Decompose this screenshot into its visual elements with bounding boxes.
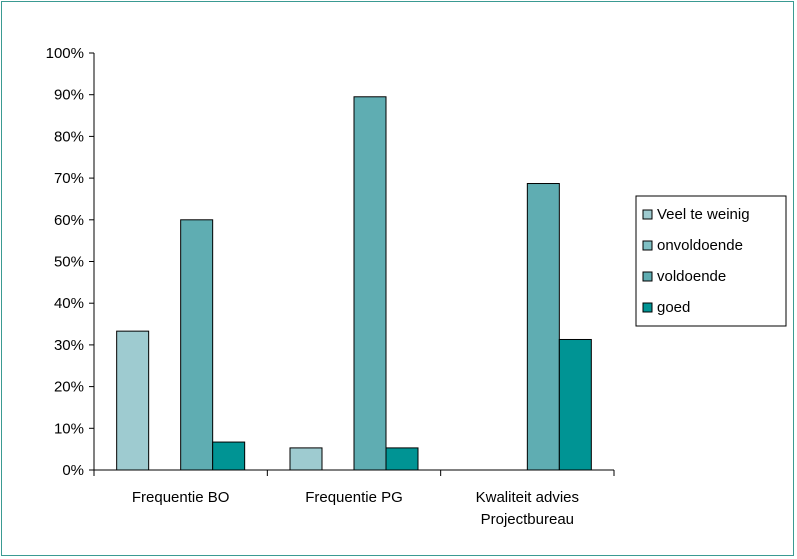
y-tick-label: 60% (54, 212, 84, 229)
y-tick-label: 30% (54, 337, 84, 354)
legend-box (635, 195, 787, 327)
y-tick-label: 50% (54, 254, 84, 271)
legend-label: Veel te weinig (657, 206, 750, 223)
y-tick-label: 70% (54, 170, 84, 187)
legend-label: goed (657, 299, 690, 316)
y-tick-label: 0% (62, 462, 84, 479)
bar-voldoende (353, 96, 387, 471)
bar-voldoende (526, 183, 560, 471)
x-category-label: Frequentie BO (132, 489, 230, 506)
legend-swatch (642, 209, 653, 220)
bar-goed (212, 441, 246, 471)
y-tick-label: 100% (46, 45, 84, 62)
chart-labels: 0% 10% 20% 30% 40% 50% 60% 70% 80% 90% 100% Frequen… (46, 45, 579, 528)
legend-swatch (642, 271, 653, 282)
y-tick-label: 40% (54, 295, 84, 312)
y-tick-label: 90% (54, 87, 84, 104)
y-tick-label: 20% (54, 379, 84, 396)
y-tick-label: 80% (54, 128, 84, 145)
bar-voldoende (180, 219, 214, 471)
chart-bars (116, 96, 592, 471)
x-category-label: Kwaliteit advies Projectbureau (476, 489, 579, 528)
legend-label: voldoende (657, 268, 726, 285)
x-category-label: Frequentie PG (305, 489, 403, 506)
bar-veel-te-weinig (289, 447, 323, 471)
y-tick-label: 10% (54, 420, 84, 437)
legend-label: onvoldoende (657, 237, 743, 254)
legend-swatch (642, 302, 653, 313)
legend-swatch (642, 240, 653, 251)
chart-legend: Veel te weinig onvoldoende voldoende goed (635, 195, 787, 327)
bar-goed (558, 338, 592, 471)
bar-goed (385, 447, 419, 471)
bar-veel-te-weinig (116, 330, 150, 471)
